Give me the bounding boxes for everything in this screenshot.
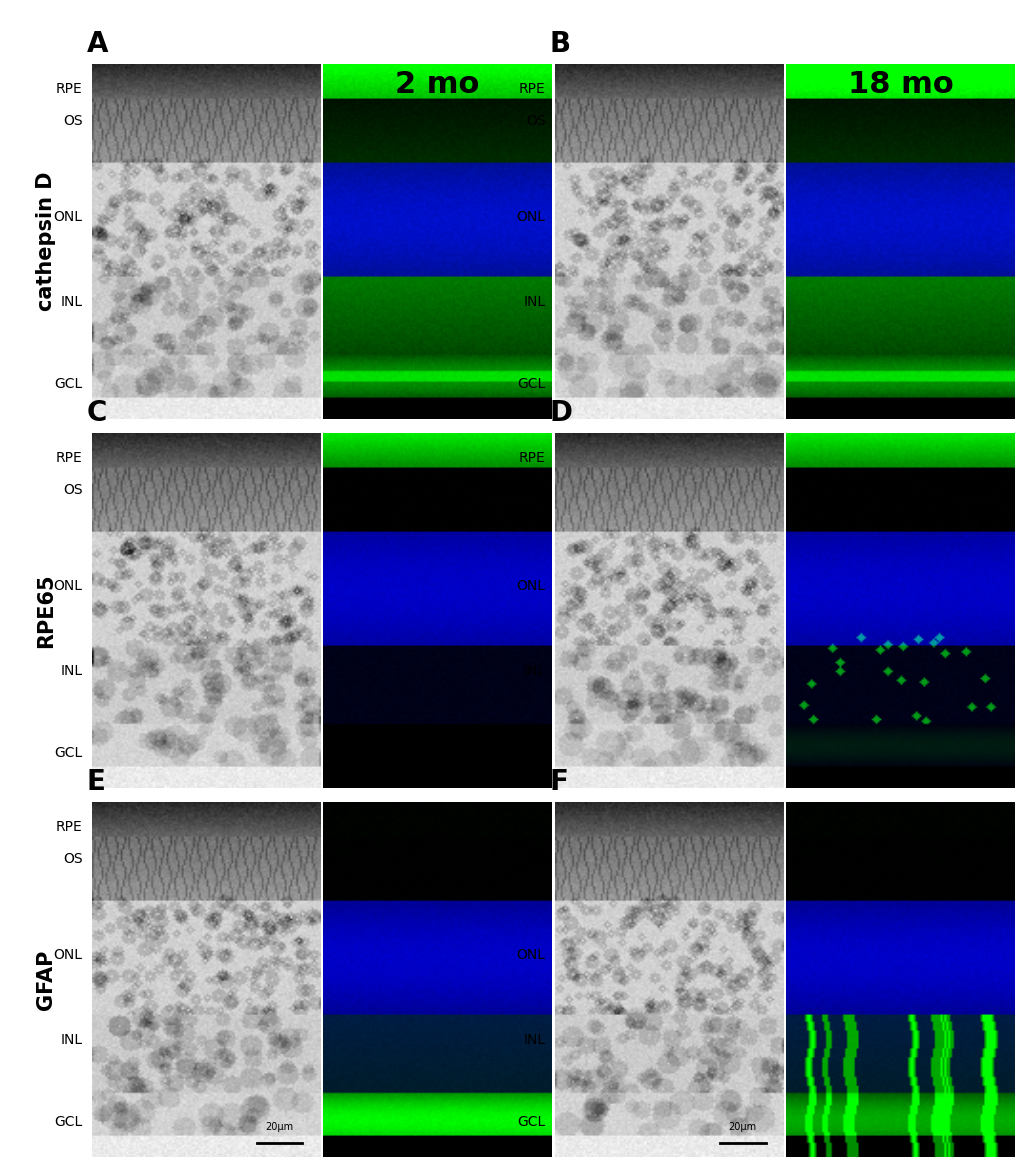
Text: ONL: ONL [54,948,83,962]
Text: F: F [549,769,569,797]
Text: OS: OS [526,852,545,866]
Text: 2 mo: 2 mo [394,70,479,99]
Text: B: B [549,30,571,58]
Text: GCL: GCL [517,1114,545,1128]
Text: ONL: ONL [54,209,83,223]
Text: GCL: GCL [54,1114,83,1128]
Text: INL: INL [60,295,83,309]
Text: OS: OS [63,483,83,497]
Text: INL: INL [60,664,83,678]
Text: INL: INL [60,1033,83,1047]
Text: C: C [87,399,107,427]
Text: GCL: GCL [54,377,83,391]
Text: 20μm: 20μm [728,1122,756,1133]
Text: E: E [87,769,106,797]
Text: GFAP: GFAP [36,949,56,1009]
Text: D: D [549,399,573,427]
Text: GCL: GCL [517,377,545,391]
Text: OS: OS [526,114,545,128]
Text: 20μm: 20μm [265,1122,293,1133]
Text: GCL: GCL [517,745,545,759]
Text: cathepsin D: cathepsin D [36,172,56,312]
Text: OS: OS [63,852,83,866]
Text: RPE: RPE [56,81,83,95]
Text: RPE65: RPE65 [36,573,56,648]
Text: INL: INL [523,295,545,309]
Text: INL: INL [523,664,545,678]
Text: RPE: RPE [56,451,83,465]
Text: A: A [87,30,108,58]
Text: 18 mo: 18 mo [847,70,953,99]
Text: OS: OS [526,483,545,497]
Text: GCL: GCL [54,745,83,759]
Text: RPE: RPE [519,820,545,834]
Text: OS: OS [63,114,83,128]
Text: RPE: RPE [56,820,83,834]
Text: ONL: ONL [517,209,545,223]
Text: ONL: ONL [517,948,545,962]
Text: RPE: RPE [519,451,545,465]
Text: INL: INL [523,1033,545,1047]
Text: ONL: ONL [54,579,83,593]
Text: RPE: RPE [519,81,545,95]
Text: ONL: ONL [517,579,545,593]
